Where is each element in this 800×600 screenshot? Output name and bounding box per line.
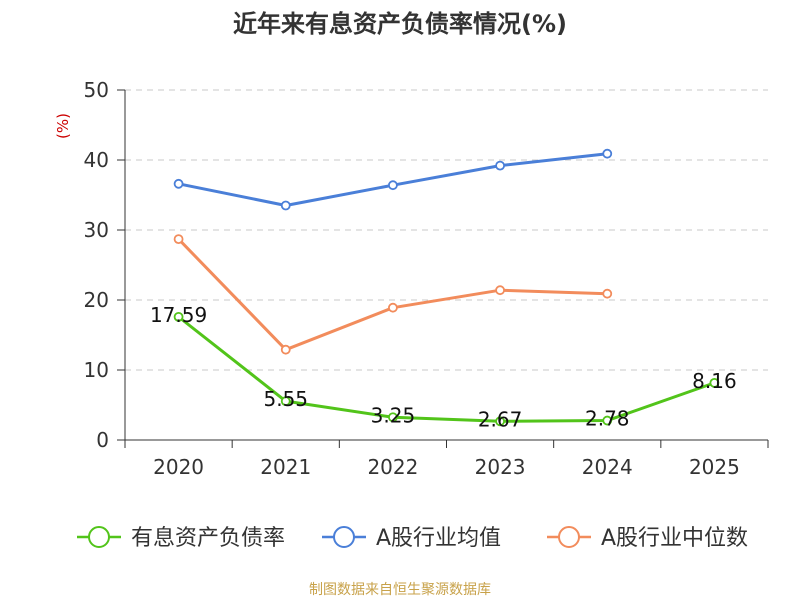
data-label: 3.25 — [371, 403, 416, 427]
legend-marker-icon — [88, 526, 110, 548]
data-point[interactable] — [709, 377, 720, 388]
y-tick-label: 0 — [96, 428, 109, 452]
legend-marker-icon — [558, 526, 580, 548]
series-line — [177, 152, 609, 207]
data-point[interactable] — [602, 148, 613, 159]
data-point[interactable] — [388, 412, 398, 423]
data-point[interactable] — [173, 311, 184, 322]
legend-label: A股行业均值 — [376, 526, 501, 551]
legend-label: 有息资产负债率 — [131, 526, 285, 551]
data-point[interactable] — [388, 302, 398, 313]
data-point[interactable] — [495, 285, 505, 296]
y-tick-label: 40 — [84, 148, 109, 172]
data-point[interactable] — [280, 396, 291, 407]
axes: 0 10 20 30 40 50 2020 2021 2022 2023 2024 2025 — [84, 78, 769, 479]
chart-title: 近年来有息资产负债率情况(%) — [233, 10, 567, 38]
legend-marker-icon — [333, 526, 355, 548]
data-point[interactable] — [602, 415, 613, 426]
data-point[interactable] — [173, 178, 184, 189]
x-tick-label-2025: 2025 — [689, 455, 740, 479]
y-tick-label: 50 — [84, 78, 109, 102]
legend-label: A股行业中位数 — [601, 526, 748, 551]
series-1 — [173, 148, 613, 211]
x-tick-label-2020: 2020 — [153, 455, 204, 479]
x-tick-label-2023: 2023 — [475, 455, 526, 479]
x-tick-label-2024: 2024 — [582, 455, 633, 479]
data-point[interactable] — [173, 234, 184, 245]
series-line — [177, 237, 609, 352]
grid — [125, 89, 768, 371]
x-tick-label-2022: 2022 — [367, 455, 418, 479]
y-tick-label: 30 — [84, 218, 109, 242]
series-line — [177, 315, 716, 423]
y-axis-label: (%) — [54, 113, 72, 139]
legend-item-0[interactable]: 有息资产负债率 — [77, 526, 285, 551]
data-label: 2.78 — [585, 407, 630, 431]
data-point[interactable] — [602, 288, 613, 299]
data-labels: 17.59 5.55 3.25 2.67 2.78 8.16 — [150, 303, 737, 431]
data-point[interactable] — [388, 180, 398, 191]
legend-item-2[interactable]: A股行业中位数 — [547, 526, 748, 551]
series-layer — [173, 148, 720, 427]
y-tick-label: 20 — [84, 288, 109, 312]
series-0 — [173, 311, 720, 427]
data-label: 5.55 — [263, 387, 308, 411]
data-point[interactable] — [495, 160, 505, 171]
x-tick-label-2021: 2021 — [260, 455, 311, 479]
data-point[interactable] — [280, 344, 291, 355]
series-2 — [173, 234, 613, 355]
legend-item-1[interactable]: A股行业均值 — [322, 526, 501, 551]
data-label: 8.16 — [692, 369, 737, 393]
y-tick-label: 10 — [84, 358, 109, 382]
data-label: 17.59 — [150, 303, 207, 327]
data-point[interactable] — [495, 416, 505, 427]
legend[interactable]: 有息资产负债率 A股行业均值 A股行业中位数 — [77, 526, 748, 551]
data-point[interactable] — [280, 200, 291, 211]
data-label: 2.67 — [478, 407, 523, 431]
source-note: 制图数据来自恒生聚源数据库 — [309, 582, 491, 598]
